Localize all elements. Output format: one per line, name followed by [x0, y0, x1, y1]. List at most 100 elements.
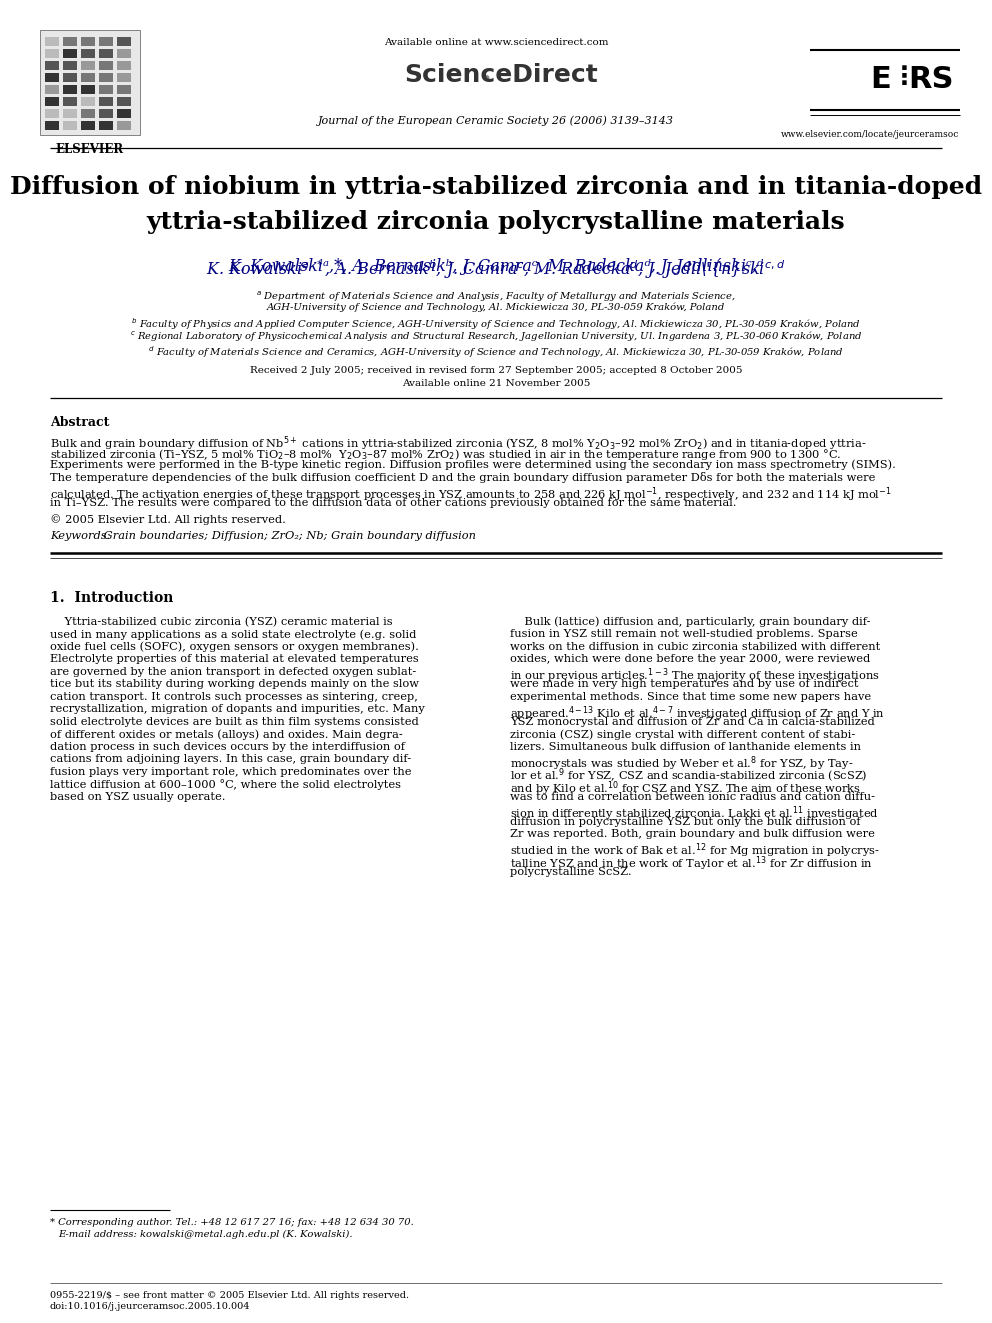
Text: RS: RS — [908, 65, 953, 94]
Text: Abstract: Abstract — [50, 415, 109, 429]
Text: oxides, which were done before the year 2000, were reviewed: oxides, which were done before the year … — [510, 654, 870, 664]
Text: E: E — [870, 65, 891, 94]
Text: cation transport. It controls such processes as sintering, creep,: cation transport. It controls such proce… — [50, 692, 418, 701]
Bar — [99, 97, 113, 106]
Bar — [45, 85, 59, 94]
Text: zirconia (CSZ) single crystal with different content of stabi-: zirconia (CSZ) single crystal with diffe… — [510, 729, 855, 740]
Text: $^{d}$ Faculty of Materials Science and Ceramics, AGH-University of Science and : $^{d}$ Faculty of Materials Science and … — [148, 344, 844, 360]
Text: tice but its stability during working depends mainly on the slow: tice but its stability during working de… — [50, 679, 419, 689]
Text: $^{c}$ Regional Laboratory of Physicochemical Analysis and Structural Research, : $^{c}$ Regional Laboratory of Physicoche… — [130, 329, 862, 344]
Text: ⋮: ⋮ — [892, 65, 917, 89]
Bar — [117, 120, 131, 130]
Text: Diffusion of niobium in yttria-stabilized zirconia and in titania-doped: Diffusion of niobium in yttria-stabilize… — [10, 175, 982, 198]
Bar — [63, 37, 77, 46]
Bar — [81, 120, 95, 130]
Text: Journal of the European Ceramic Society 26 (2006) 3139–3143: Journal of the European Ceramic Society … — [318, 115, 674, 126]
Text: K. Kowalskiᵃ,*, A. Bernasikᵇ, J. Camraᶜ, M. Radeckaᵈ, J. Jedlińskiᶜ,ᵈ: K. Kowalskiᵃ,*, A. Bernasikᵇ, J. Camraᶜ,… — [228, 258, 764, 275]
Text: experimental methods. Since that time some new papers have: experimental methods. Since that time so… — [510, 692, 871, 701]
Text: sion in differently stabilized zirconia. Lakki et al.$^{11}$ investigated: sion in differently stabilized zirconia.… — [510, 804, 879, 823]
Text: monocrystals was studied by Weber et al.$^{8}$ for YSZ, by Tay-: monocrystals was studied by Weber et al.… — [510, 754, 853, 773]
Text: dation process in such devices occurs by the interdiffusion of: dation process in such devices occurs by… — [50, 742, 405, 751]
Bar — [45, 97, 59, 106]
Text: based on YSZ usually operate.: based on YSZ usually operate. — [50, 791, 225, 802]
Bar — [117, 108, 131, 118]
Bar — [81, 73, 95, 82]
Text: www.elsevier.com/locate/jeurceramsoc: www.elsevier.com/locate/jeurceramsoc — [781, 130, 959, 139]
Bar — [63, 97, 77, 106]
Text: lor et al.$^{9}$ for YSZ, CSZ and scandia-stabilized zirconia (ScSZ): lor et al.$^{9}$ for YSZ, CSZ and scandi… — [510, 766, 868, 785]
Bar — [99, 37, 113, 46]
Text: AGH-University of Science and Technology, Al. Mickiewicza 30, PL-30-059 Kraków, : AGH-University of Science and Technology… — [267, 302, 725, 311]
Bar — [45, 73, 59, 82]
Text: studied in the work of Bak et al.$^{12}$ for Mg migration in polycrys-: studied in the work of Bak et al.$^{12}$… — [510, 841, 880, 860]
Bar — [117, 97, 131, 106]
Text: Received 2 July 2005; received in revised form 27 September 2005; accepted 8 Oct: Received 2 July 2005; received in revise… — [250, 366, 742, 374]
Text: Bulk (lattice) diffusion and, particularly, grain boundary dif-: Bulk (lattice) diffusion and, particular… — [510, 617, 871, 627]
Text: ELSEVIER: ELSEVIER — [56, 143, 124, 156]
Bar — [63, 85, 77, 94]
Bar — [63, 108, 77, 118]
Text: appeared.$^{4-13}$ Kilo et al.$^{4-7}$ investigated diffusion of Zr and Y in: appeared.$^{4-13}$ Kilo et al.$^{4-7}$ i… — [510, 704, 885, 722]
Text: were made in very high temperatures and by use of indirect: were made in very high temperatures and … — [510, 679, 858, 689]
Bar — [99, 120, 113, 130]
Text: diffusion in polycrystalline YSZ but only the bulk diffusion of: diffusion in polycrystalline YSZ but onl… — [510, 816, 861, 827]
Bar — [63, 120, 77, 130]
Text: works on the diffusion in cubic zirconia stabilized with different: works on the diffusion in cubic zirconia… — [510, 642, 880, 652]
Bar — [99, 49, 113, 58]
Bar — [45, 37, 59, 46]
Bar — [63, 49, 77, 58]
Text: oxide fuel cells (SOFC), oxygen sensors or oxygen membranes).: oxide fuel cells (SOFC), oxygen sensors … — [50, 642, 419, 652]
Text: •: • — [480, 70, 492, 89]
Bar — [81, 85, 95, 94]
Text: © 2005 Elsevier Ltd. All rights reserved.: © 2005 Elsevier Ltd. All rights reserved… — [50, 513, 286, 525]
Bar — [99, 85, 113, 94]
Bar — [117, 37, 131, 46]
Text: ScienceDirect: ScienceDirect — [404, 64, 598, 87]
Text: cations from adjoining layers. In this case, grain boundary dif-: cations from adjoining layers. In this c… — [50, 754, 411, 765]
Text: used in many applications as a solid state electrolyte (e.g. solid: used in many applications as a solid sta… — [50, 630, 417, 639]
Text: are governed by the anion transport in defected oxygen sublat-: are governed by the anion transport in d… — [50, 667, 417, 676]
Text: K. Kowalski$^{a,*}$, A. Bernasik$^{b}$, J. Camra$^{c}$, M. Radecka$^{d}$, J. Jed: K. Kowalski$^{a,*}$, A. Bernasik$^{b}$, … — [206, 258, 786, 280]
Text: solid electrolyte devices are built as thin film systems consisted: solid electrolyte devices are built as t… — [50, 717, 419, 726]
Text: fusion in YSZ still remain not well-studied problems. Sparse: fusion in YSZ still remain not well-stud… — [510, 630, 858, 639]
Text: Bulk and grain boundary diffusion of Nb$^{5+}$ cations in yttria-stabilized zirc: Bulk and grain boundary diffusion of Nb$… — [50, 434, 867, 452]
Text: talline YSZ and in the work of Taylor et al.$^{13}$ for Zr diffusion in: talline YSZ and in the work of Taylor et… — [510, 855, 873, 873]
Text: doi:10.1016/j.jeurceramsoc.2005.10.004: doi:10.1016/j.jeurceramsoc.2005.10.004 — [50, 1302, 251, 1311]
Bar — [99, 73, 113, 82]
Text: $^{a}$ Department of Materials Science and Analysis, Faculty of Metallurgy and M: $^{a}$ Department of Materials Science a… — [256, 290, 736, 304]
Text: Available online at www.sciencedirect.com: Available online at www.sciencedirect.co… — [384, 38, 608, 48]
Bar — [45, 120, 59, 130]
Text: Grain boundaries; Diffusion; ZrO₂; Nb; Grain boundary diffusion: Grain boundaries; Diffusion; ZrO₂; Nb; G… — [100, 531, 476, 541]
Text: Yttria-stabilized cubic zirconia (YSZ) ceramic material is: Yttria-stabilized cubic zirconia (YSZ) c… — [50, 617, 393, 627]
Text: YSZ monocrystal and diffusion of Zr and Ca in calcia-stabilized: YSZ monocrystal and diffusion of Zr and … — [510, 717, 875, 726]
Bar — [81, 108, 95, 118]
Text: was to find a correlation between ionic radius and cation diffu-: was to find a correlation between ionic … — [510, 791, 875, 802]
Text: Keywords:: Keywords: — [50, 531, 114, 541]
Text: lizers. Simultaneous bulk diffusion of lanthanide elements in: lizers. Simultaneous bulk diffusion of l… — [510, 742, 861, 751]
Text: in Ti–YSZ. The results were compared to the diffusion data of other cations prev: in Ti–YSZ. The results were compared to … — [50, 497, 736, 508]
Text: in our previous articles.$^{1-3}$ The majority of these investigations: in our previous articles.$^{1-3}$ The ma… — [510, 667, 880, 685]
Text: Electrolyte properties of this material at elevated temperatures: Electrolyte properties of this material … — [50, 654, 419, 664]
Text: * Corresponding author. Tel.: +48 12 617 27 16; fax: +48 12 634 30 70.: * Corresponding author. Tel.: +48 12 617… — [50, 1218, 414, 1226]
Bar — [81, 49, 95, 58]
Bar — [63, 61, 77, 70]
Text: polycrystalline ScSZ.: polycrystalline ScSZ. — [510, 867, 632, 877]
Text: fusion plays very important role, which predominates over the: fusion plays very important role, which … — [50, 766, 412, 777]
Bar — [99, 61, 113, 70]
Bar — [81, 97, 95, 106]
Text: 0955-2219/$ – see front matter © 2005 Elsevier Ltd. All rights reserved.: 0955-2219/$ – see front matter © 2005 El… — [50, 1291, 409, 1301]
Bar — [117, 49, 131, 58]
Bar — [99, 108, 113, 118]
Bar — [117, 61, 131, 70]
Text: calculated. The activation energies of these transport processes in YSZ amounts : calculated. The activation energies of t… — [50, 486, 892, 504]
Text: E-mail address: kowalski@metal.agh.edu.pl (K. Kowalski).: E-mail address: kowalski@metal.agh.edu.p… — [58, 1230, 352, 1240]
Text: $^{b}$ Faculty of Physics and Applied Computer Science, AGH-University of Scienc: $^{b}$ Faculty of Physics and Applied Co… — [131, 316, 861, 332]
Bar — [117, 85, 131, 94]
Text: lattice diffusion at 600–1000 °C, where the solid electrolytes: lattice diffusion at 600–1000 °C, where … — [50, 779, 401, 790]
Text: and by Kilo et al.$^{10}$ for CSZ and YSZ. The aim of these works: and by Kilo et al.$^{10}$ for CSZ and YS… — [510, 779, 861, 798]
Text: of different oxides or metals (alloys) and oxides. Main degra-: of different oxides or metals (alloys) a… — [50, 729, 403, 740]
Text: The temperature dependencies of the bulk diffusion coefficient D and the grain b: The temperature dependencies of the bulk… — [50, 472, 875, 483]
Text: yttria-stabilized zirconia polycrystalline materials: yttria-stabilized zirconia polycrystalli… — [147, 210, 845, 234]
Text: stabilized zirconia (Ti–YSZ, 5 mol% TiO$_2$–8 mol%  Y$_2$O$_3$–87 mol% ZrO$_2$) : stabilized zirconia (Ti–YSZ, 5 mol% TiO$… — [50, 447, 841, 462]
Text: recrystallization, migration of dopants and impurities, etc. Many: recrystallization, migration of dopants … — [50, 704, 425, 714]
